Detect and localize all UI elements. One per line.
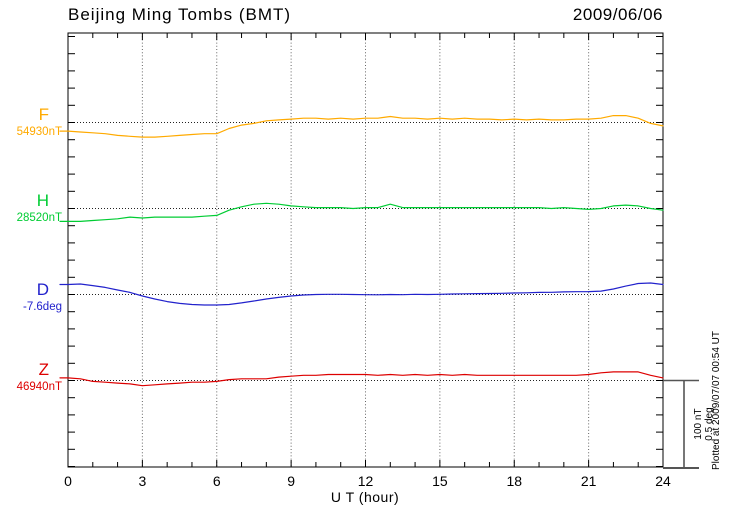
channel-letter-d: D	[36, 280, 49, 299]
x-axis-ticks	[67, 33, 664, 467]
scale-bar-label: 100 nT0.5 deg	[693, 407, 715, 440]
x-gridlines	[141, 33, 590, 467]
x-tick-label: 3	[138, 473, 147, 489]
curve-f	[59, 114, 664, 138]
channel-curves	[59, 114, 664, 387]
plotted-at-note: Plotted at 2009/07/07 00:54 UT	[711, 331, 722, 470]
y-axis-ticks	[68, 36, 663, 467]
curve-z	[59, 371, 664, 387]
x-tick-label: 9	[287, 473, 296, 489]
x-tick-label: 24	[655, 473, 671, 489]
curve-h	[59, 202, 664, 222]
x-tick-label: 15	[432, 473, 448, 489]
amplitude-scale-bar	[663, 379, 699, 469]
scale-bar-label-deg: 0.5 deg	[704, 407, 715, 440]
x-tick-label: 6	[212, 473, 221, 489]
channel-baseline-d: -7.6deg	[22, 301, 62, 313]
x-tick-label: 18	[506, 473, 523, 489]
channel-label-z: Z 46940nT	[2, 361, 62, 394]
page-title: Beijing Ming Tombs (BMT)	[68, 5, 292, 24]
channel-label-d: D -7.6deg	[2, 281, 62, 314]
channel-baseline-h: 28520nT	[16, 212, 62, 224]
x-tick-label: 21	[580, 473, 597, 489]
channel-label-f: F 54930nT	[2, 106, 62, 139]
channel-letter-h: H	[36, 191, 49, 210]
channel-letter-z: Z	[38, 360, 49, 379]
channel-letter-f: F	[38, 105, 49, 124]
x-axis-title: U T (hour)	[330, 489, 400, 505]
x-tick-label: 0	[64, 473, 72, 489]
channel-baseline-z: 46940nT	[16, 381, 62, 393]
x-tick-label: 12	[357, 473, 374, 489]
channel-baseline-f: 54930nT	[16, 126, 62, 138]
scale-bar-label-nt: 100 nT	[693, 408, 704, 439]
channel-label-h: H 28520nT	[2, 192, 62, 225]
curve-d	[59, 282, 664, 306]
observation-date: 2009/06/06	[572, 5, 663, 24]
